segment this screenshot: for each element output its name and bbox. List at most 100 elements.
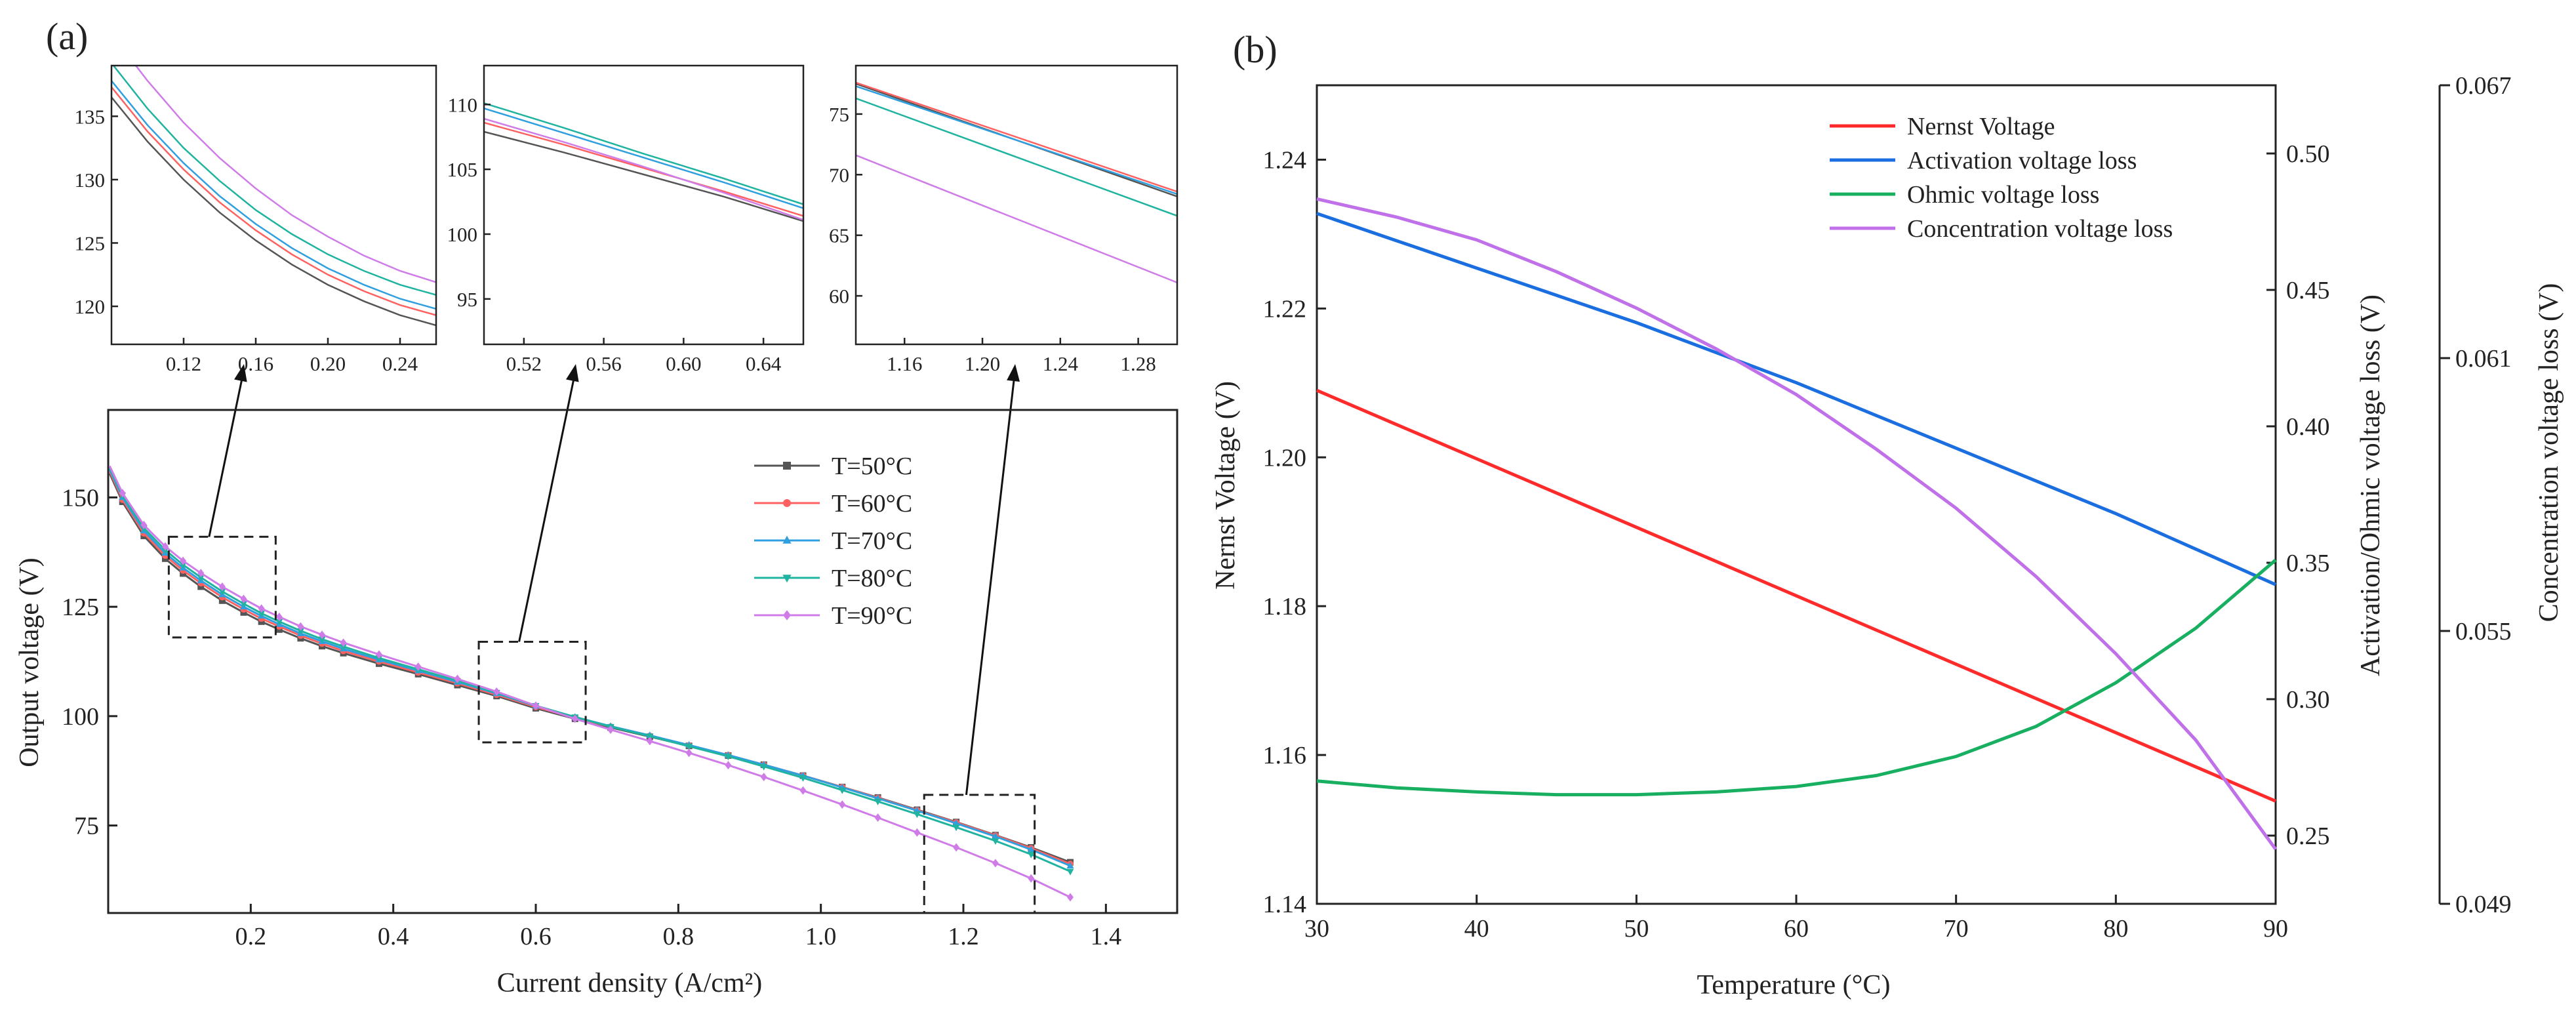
b-legend-entry: Ohmic voltage loss	[1907, 181, 2099, 209]
main-series-marker	[218, 588, 226, 596]
inset-series-line	[484, 131, 803, 222]
main-series-marker	[914, 828, 921, 837]
main-series-marker	[685, 743, 693, 750]
inset-y-tick-label: 75	[829, 103, 849, 126]
main-series-marker	[493, 687, 500, 697]
main-x-tick-label: 0.6	[520, 923, 552, 950]
b-series-line	[1316, 197, 2278, 851]
main-series-marker	[454, 674, 461, 683]
main-series-marker	[275, 619, 283, 626]
main-series-marker	[197, 575, 205, 582]
inset-y-tick-label: 70	[829, 163, 849, 186]
legend-marker	[783, 462, 791, 470]
inset-y-tick-label: 130	[75, 169, 106, 192]
main-series-marker	[992, 859, 999, 868]
inset-y-tick-label: 65	[829, 224, 849, 247]
zoom-arrow-line	[518, 369, 577, 642]
b-plot-frame	[1316, 84, 2277, 905]
b-left-tick-label: 1.14	[1263, 891, 1307, 918]
main-series-marker	[258, 604, 265, 613]
main-series-marker	[414, 662, 422, 672]
b-left-tick-label: 1.16	[1263, 742, 1307, 769]
main-series-line	[108, 470, 1071, 865]
main-y-tick-label: 150	[62, 484, 99, 512]
main-series-marker	[296, 628, 304, 635]
inset-x-tick-label: 1.24	[1043, 352, 1079, 375]
main-ylabel: Output voltage (V)	[14, 558, 45, 767]
zoom-arrowhead	[566, 364, 579, 382]
main-series-marker	[1027, 845, 1035, 853]
main-x-tick-label: 0.8	[663, 923, 694, 950]
main-series-marker	[571, 714, 578, 723]
main-x-tick-label: 0.4	[378, 923, 409, 950]
inset-x-tick-label: 1.16	[887, 352, 922, 375]
inset-chart-3: 1.16 1.20 1.24 1.28 60 65 70 75	[829, 64, 1178, 375]
b-right1-tick-label: 0.30	[2286, 686, 2330, 714]
inset-x-tick-label: 0.12	[166, 352, 201, 375]
inset-y-tick-label: 100	[447, 223, 478, 246]
zoom-arrowhead	[1007, 364, 1020, 382]
panel-label-b: (b)	[1233, 28, 1278, 71]
inset-lines	[856, 81, 1177, 283]
main-series-marker	[119, 489, 126, 498]
main-chart: Current density (A/cm²) Output voltage (…	[14, 409, 1178, 998]
b-x-tick-label: 60	[1784, 915, 1809, 943]
main-series-marker	[838, 787, 846, 794]
inset-series-line	[111, 96, 436, 327]
inset-y-tick-label: 110	[448, 93, 477, 116]
main-series-marker	[952, 819, 960, 826]
main-series-marker	[218, 582, 226, 591]
b-x-tick-label: 50	[1624, 915, 1649, 943]
main-series-line	[108, 465, 1071, 899]
main-series-marker	[319, 630, 325, 639]
main-xlabel: Current density (A/cm²)	[497, 968, 763, 998]
inset-y-tick-label: 105	[447, 158, 478, 181]
b-left-tick-label: 1.20	[1263, 444, 1307, 472]
b-right2-tick-label: 0.061	[2455, 345, 2512, 373]
inset-x-tick-label: 0.56	[586, 352, 622, 375]
inset-series-line	[111, 87, 436, 316]
inset-series-line	[856, 81, 1177, 193]
main-series-marker	[913, 811, 921, 819]
inset-y-tick-label: 95	[457, 288, 477, 311]
legend-marker	[782, 575, 792, 583]
inset-x-tick-label: 0.64	[746, 352, 782, 375]
inset-x-tick-label: 0.24	[382, 352, 418, 375]
inset-series-line	[856, 85, 1177, 195]
b-right1-tick-label: 0.50	[2286, 140, 2330, 168]
main-series-marker	[725, 761, 732, 770]
main-series-marker	[992, 838, 999, 845]
b-series-line	[1316, 558, 2277, 797]
main-series-marker	[724, 754, 732, 761]
legend-marker	[783, 499, 791, 507]
inset-lines	[484, 102, 803, 222]
b-legend-entry: Concentration voltage loss	[1907, 215, 2173, 243]
inset-series-line	[484, 102, 803, 205]
main-series-marker	[1027, 851, 1035, 859]
b-left-tick-label: 1.18	[1263, 593, 1307, 620]
main-x-tick-label: 1.4	[1091, 923, 1122, 950]
inset-series-line	[856, 154, 1177, 283]
inset-y-tick-label: 120	[75, 295, 106, 318]
main-series-marker	[1067, 893, 1074, 902]
b-legend-entry: Nernst Voltage	[1907, 113, 2055, 140]
zoom-box	[477, 640, 587, 744]
b-ylabel-right1: Activation/Ohmic voltage loss (V)	[2356, 294, 2386, 676]
inset-x-tick-label: 1.20	[965, 352, 1000, 375]
legend-entry: T=60°C	[832, 490, 912, 517]
b-x-tick-label: 90	[2263, 915, 2288, 943]
main-series-marker	[240, 594, 247, 603]
main-series-marker	[179, 562, 187, 569]
panel-label-a: (a)	[46, 15, 88, 58]
main-series-marker	[799, 775, 807, 782]
b-right1-tick-label: 0.35	[2286, 550, 2330, 577]
main-series-marker	[140, 520, 148, 529]
inset-y-tick-label: 125	[75, 232, 106, 254]
inset-x-tick-label: 0.60	[666, 352, 701, 375]
main-x-tick-label: 0.2	[235, 923, 267, 950]
main-series-marker	[533, 701, 539, 710]
main-series-marker	[318, 636, 326, 643]
legend-entry: T=90°C	[832, 602, 912, 630]
main-y-tick-label: 100	[62, 703, 99, 731]
